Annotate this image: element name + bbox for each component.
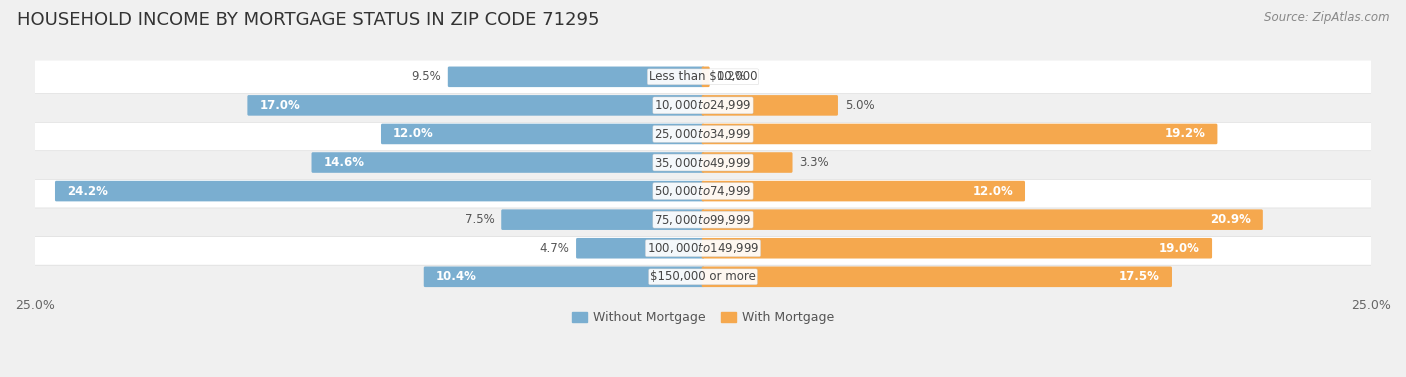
Text: 4.7%: 4.7%	[540, 242, 569, 255]
FancyBboxPatch shape	[702, 267, 1173, 287]
Text: 9.5%: 9.5%	[412, 70, 441, 83]
FancyBboxPatch shape	[247, 95, 704, 116]
FancyBboxPatch shape	[381, 124, 704, 144]
Text: 14.6%: 14.6%	[323, 156, 364, 169]
FancyBboxPatch shape	[702, 124, 1218, 144]
FancyBboxPatch shape	[502, 209, 704, 230]
Text: $25,000 to $34,999: $25,000 to $34,999	[654, 127, 752, 141]
Text: 3.3%: 3.3%	[799, 156, 828, 169]
FancyBboxPatch shape	[312, 152, 704, 173]
FancyBboxPatch shape	[31, 174, 1375, 208]
Text: 0.2%: 0.2%	[717, 70, 747, 83]
FancyBboxPatch shape	[576, 238, 704, 259]
FancyBboxPatch shape	[31, 260, 1375, 294]
Text: $50,000 to $74,999: $50,000 to $74,999	[654, 184, 752, 198]
Text: Source: ZipAtlas.com: Source: ZipAtlas.com	[1264, 11, 1389, 24]
Text: $150,000 or more: $150,000 or more	[650, 270, 756, 283]
FancyBboxPatch shape	[31, 89, 1375, 122]
Text: $100,000 to $149,999: $100,000 to $149,999	[647, 241, 759, 255]
Text: 17.0%: 17.0%	[259, 99, 299, 112]
FancyBboxPatch shape	[31, 231, 1375, 265]
FancyBboxPatch shape	[31, 203, 1375, 236]
Text: 19.0%: 19.0%	[1159, 242, 1201, 255]
Text: $35,000 to $49,999: $35,000 to $49,999	[654, 156, 752, 170]
Text: 19.2%: 19.2%	[1164, 127, 1205, 141]
Text: 20.9%: 20.9%	[1211, 213, 1251, 226]
FancyBboxPatch shape	[702, 152, 793, 173]
Text: 7.5%: 7.5%	[465, 213, 495, 226]
Text: $10,000 to $24,999: $10,000 to $24,999	[654, 98, 752, 112]
Legend: Without Mortgage, With Mortgage: Without Mortgage, With Mortgage	[567, 306, 839, 329]
FancyBboxPatch shape	[447, 66, 704, 87]
FancyBboxPatch shape	[31, 146, 1375, 179]
Text: HOUSEHOLD INCOME BY MORTGAGE STATUS IN ZIP CODE 71295: HOUSEHOLD INCOME BY MORTGAGE STATUS IN Z…	[17, 11, 599, 29]
Text: 12.0%: 12.0%	[394, 127, 434, 141]
Text: 10.4%: 10.4%	[436, 270, 477, 283]
FancyBboxPatch shape	[702, 209, 1263, 230]
FancyBboxPatch shape	[31, 117, 1375, 151]
Text: 24.2%: 24.2%	[67, 185, 108, 198]
FancyBboxPatch shape	[55, 181, 704, 201]
Text: 17.5%: 17.5%	[1119, 270, 1160, 283]
Text: $75,000 to $99,999: $75,000 to $99,999	[654, 213, 752, 227]
FancyBboxPatch shape	[31, 60, 1375, 93]
FancyBboxPatch shape	[702, 66, 710, 87]
FancyBboxPatch shape	[702, 238, 1212, 259]
Text: Less than $10,000: Less than $10,000	[648, 70, 758, 83]
FancyBboxPatch shape	[702, 95, 838, 116]
Text: 5.0%: 5.0%	[845, 99, 875, 112]
FancyBboxPatch shape	[702, 181, 1025, 201]
FancyBboxPatch shape	[423, 267, 704, 287]
Text: 12.0%: 12.0%	[972, 185, 1012, 198]
